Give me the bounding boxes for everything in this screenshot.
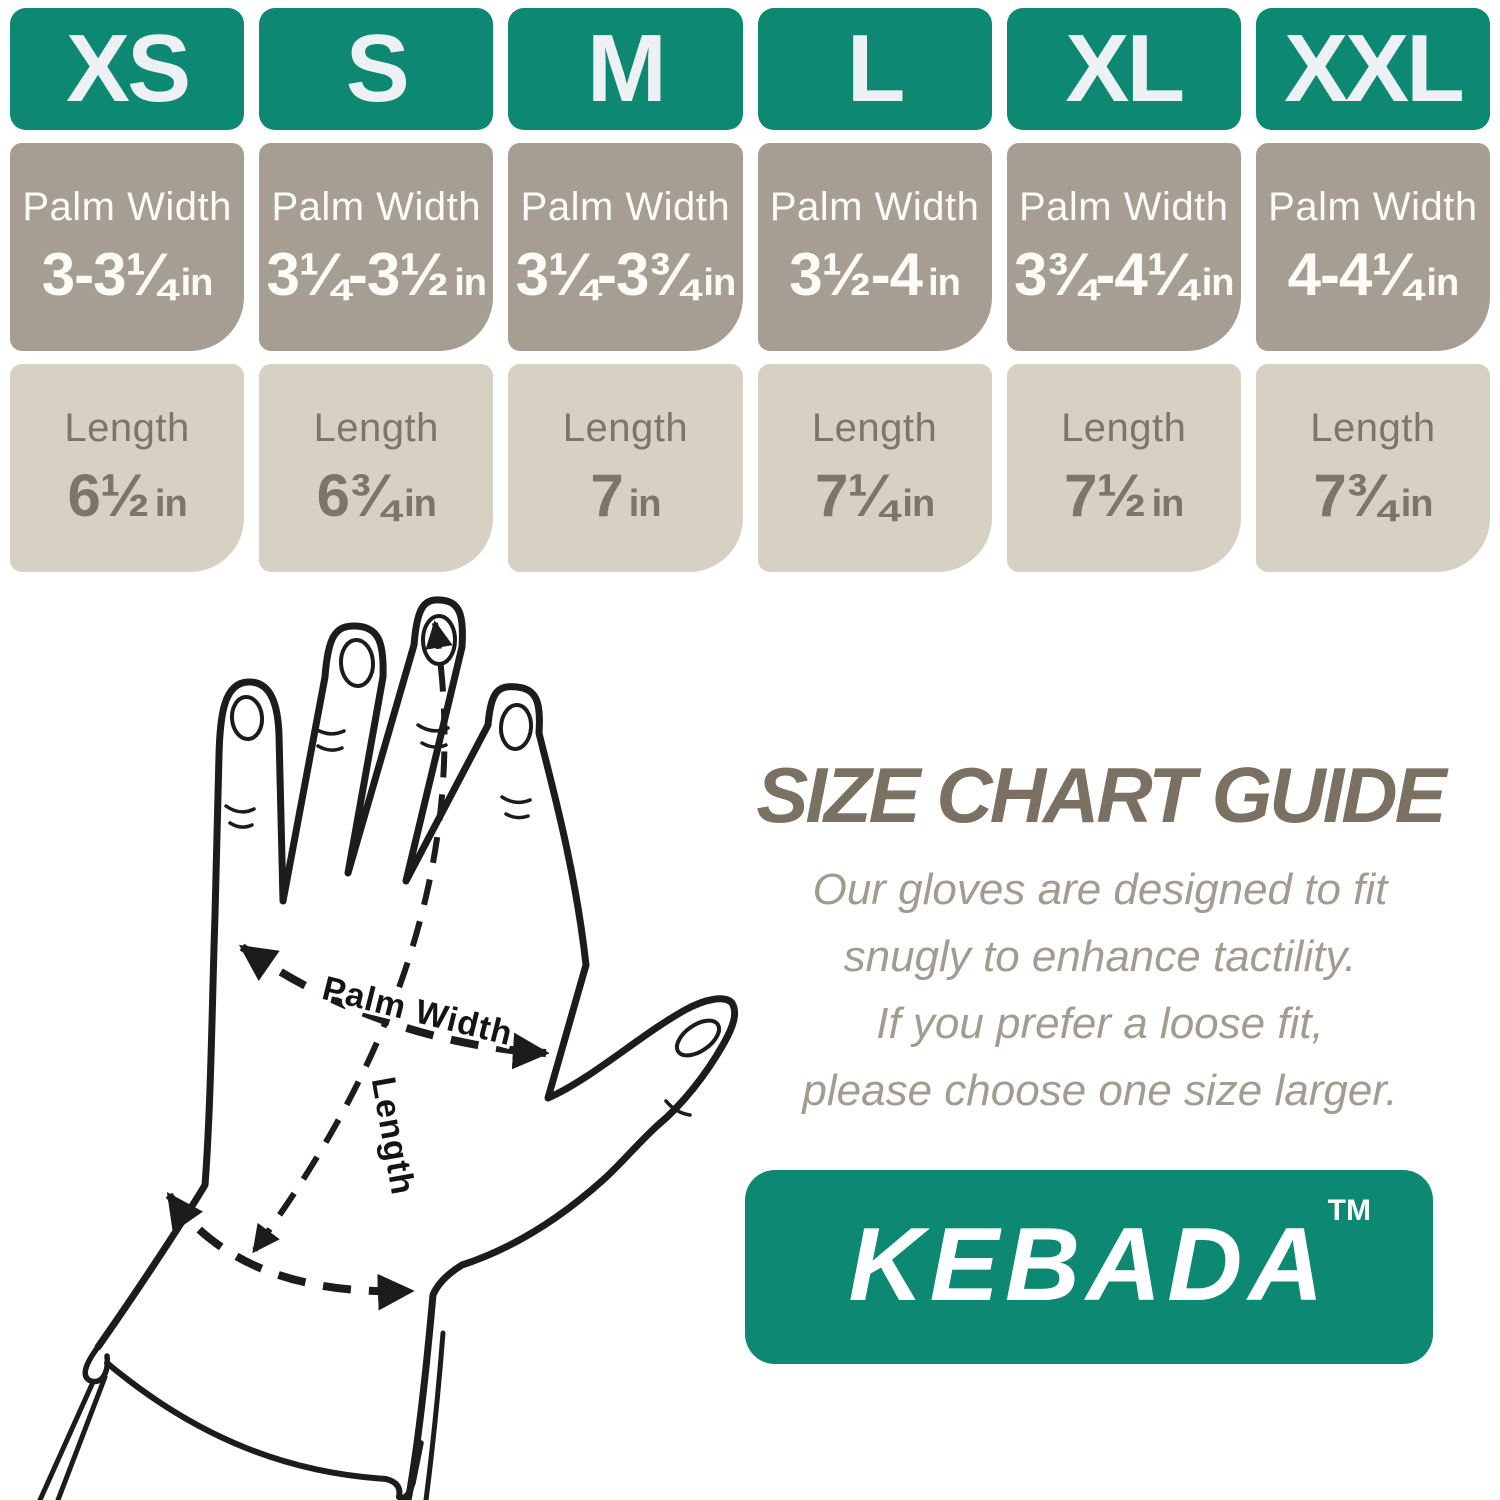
guide-line-2: snugly to enhance tactility. bbox=[843, 932, 1357, 981]
hand-outline bbox=[94, 596, 739, 1500]
size-header-l: L bbox=[757, 8, 992, 130]
size-header-xl: XL bbox=[1006, 8, 1241, 130]
palm-width-label: Palm Width bbox=[271, 185, 481, 229]
trademark-symbol: TM bbox=[1327, 1194, 1371, 1227]
guide-line-4: please choose one size larger. bbox=[802, 1066, 1398, 1115]
palm-width-cell-l: Palm Width 3½-4 in bbox=[757, 143, 992, 351]
palm-width-cell-xl: Palm Width 3¾-4¼ in bbox=[1006, 143, 1241, 351]
brand-name: KEBADA bbox=[848, 1206, 1330, 1323]
size-header-xxl: XXL bbox=[1255, 8, 1490, 130]
length-label: Length bbox=[313, 406, 439, 450]
sleeve-line-right bbox=[423, 1330, 446, 1500]
size-header-xs: XS bbox=[10, 8, 245, 130]
pinky-nail bbox=[229, 695, 265, 741]
brand-logo: KEBADA TM bbox=[745, 1170, 1433, 1364]
length-value: 7¼ in bbox=[814, 462, 935, 529]
guide-title: SIZE CHART GUIDE bbox=[756, 751, 1446, 839]
length-cell-s: Length 6¾ in bbox=[259, 364, 494, 572]
length-label: Length bbox=[562, 406, 689, 450]
size-chart-table: XS S M L XL XXL Palm Width 3-3¼ in Palm W… bbox=[10, 8, 1490, 572]
sleeve-line-inner bbox=[55, 1374, 108, 1500]
length-value: 6½ in bbox=[67, 462, 187, 529]
length-cell-l: Length 7¼ in bbox=[757, 364, 992, 572]
palm-width-label: Palm Width bbox=[769, 185, 980, 229]
palm-width-label: Palm Width bbox=[1018, 185, 1229, 229]
length-cell-xl: Length 7½ in bbox=[1006, 364, 1241, 572]
length-label: Length bbox=[811, 406, 938, 450]
palm-width-value: 4-4¼ in bbox=[1287, 241, 1460, 308]
palm-width-cell-s: Palm Width 3¼-3½ in bbox=[259, 143, 494, 351]
cuff-edge bbox=[104, 1360, 403, 1500]
length-cell-xxl: Length 7¾ in bbox=[1255, 364, 1490, 572]
cuff-fold-right bbox=[396, 1440, 424, 1500]
palm-width-value: 3¾-4¼ in bbox=[1013, 241, 1235, 308]
length-value: 7½ in bbox=[1064, 462, 1184, 529]
guide-line-3: If you prefer a loose fit, bbox=[876, 999, 1324, 1048]
size-header-s: S bbox=[259, 8, 494, 130]
length-arrow bbox=[251, 620, 453, 1254]
palm-width-value: 3-3¼ in bbox=[41, 241, 214, 308]
length-diagram-label: Length bbox=[364, 1074, 422, 1198]
palm-width-arrow bbox=[238, 943, 550, 1070]
palm-width-cell-m: Palm Width 3¼-3¾ in bbox=[508, 143, 743, 351]
palm-width-value: 3¼-3½ in bbox=[266, 241, 487, 308]
length-value: 7¾ in bbox=[1313, 462, 1433, 529]
palm-width-value: 3¼-3¾ in bbox=[515, 241, 737, 308]
guide-paragraph: Our gloves are designed to fit snugly to… bbox=[750, 856, 1450, 1124]
guide-line-1: Our gloves are designed to fit bbox=[812, 865, 1388, 914]
length-cell-m: Length 7 in bbox=[508, 364, 743, 572]
length-value: 6¾ in bbox=[316, 462, 437, 529]
hand-measurement-diagram: Palm Width Length bbox=[37, 596, 739, 1500]
length-label: Length bbox=[1310, 406, 1436, 450]
palm-width-label: Palm Width bbox=[1268, 185, 1478, 229]
thumb-nail bbox=[674, 1018, 722, 1058]
length-label: Length bbox=[1061, 406, 1187, 450]
sleeve-line-outer bbox=[37, 1379, 96, 1500]
length-label: Length bbox=[64, 406, 190, 450]
index-nail bbox=[498, 703, 534, 751]
palm-width-label: Palm Width bbox=[22, 185, 232, 229]
palm-width-label: Palm Width bbox=[520, 185, 731, 229]
size-header-m: M bbox=[508, 8, 743, 130]
palm-width-value: 3½-4 in bbox=[789, 241, 961, 308]
ring-nail bbox=[338, 638, 376, 688]
palm-width-cell-xs: Palm Width 3-3¼ in bbox=[10, 143, 245, 351]
length-value: 7 in bbox=[590, 462, 661, 529]
length-cell-xs: Length 6½ in bbox=[10, 364, 245, 572]
palm-width-diagram-label: Palm Width bbox=[319, 969, 517, 1053]
wrist-arrow bbox=[165, 1191, 415, 1311]
palm-width-cell-xxl: Palm Width 4-4¼ in bbox=[1255, 143, 1490, 351]
